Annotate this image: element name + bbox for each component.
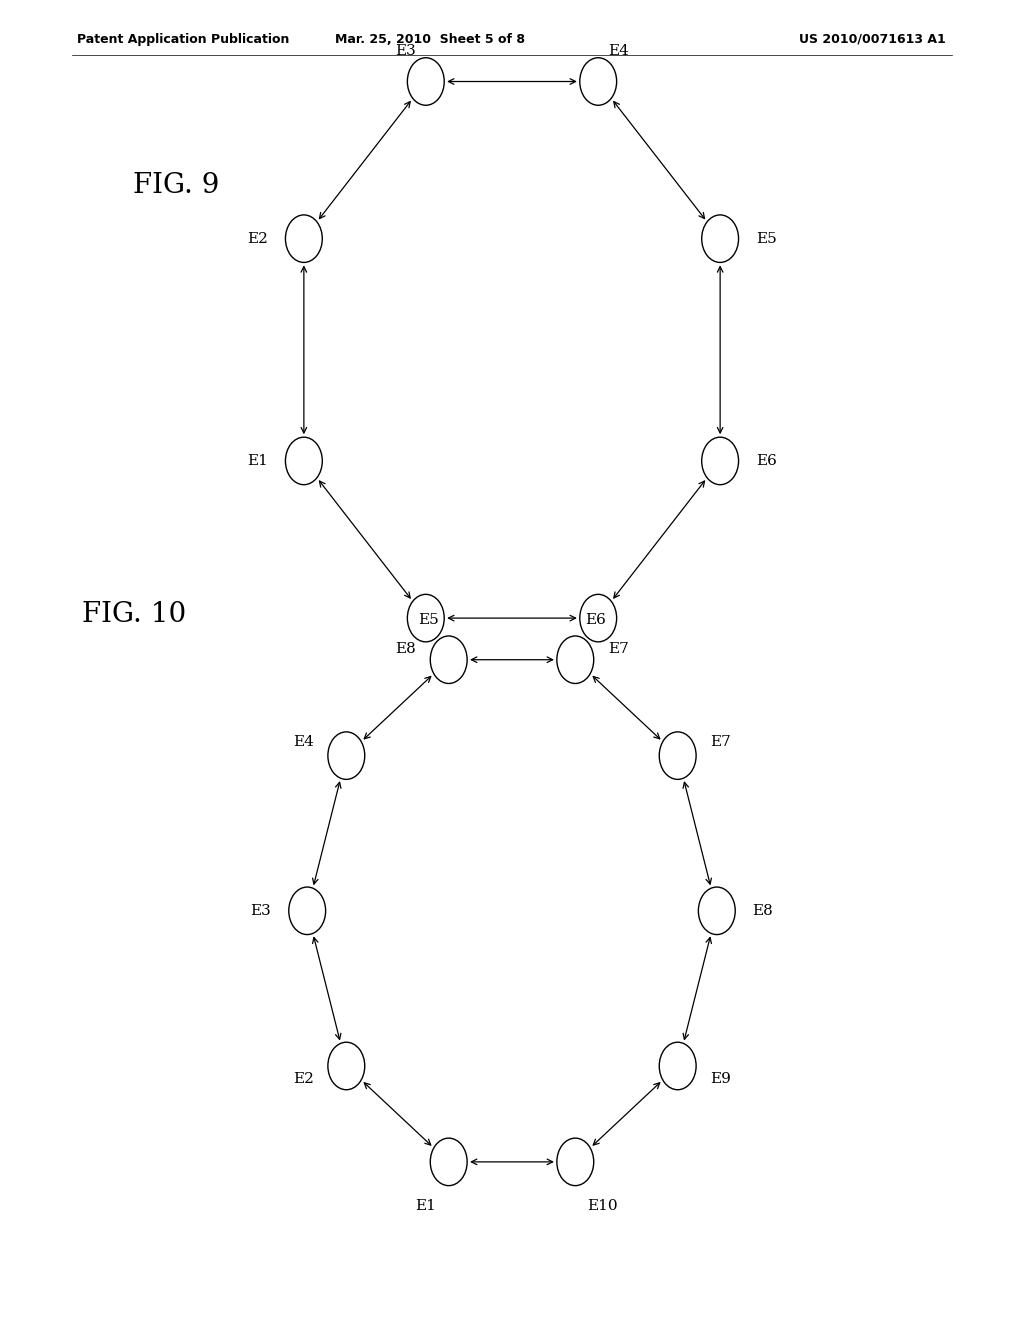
Text: E5: E5 [418, 612, 438, 627]
Circle shape [698, 887, 735, 935]
Text: FIG. 10: FIG. 10 [82, 601, 186, 627]
Text: US 2010/0071613 A1: US 2010/0071613 A1 [799, 33, 945, 46]
Circle shape [430, 636, 467, 684]
Circle shape [328, 1043, 365, 1090]
Text: E6: E6 [756, 454, 777, 467]
Text: E3: E3 [395, 44, 416, 58]
Text: E3: E3 [251, 904, 271, 917]
Circle shape [557, 1138, 594, 1185]
Circle shape [701, 215, 738, 263]
Circle shape [289, 887, 326, 935]
Circle shape [659, 731, 696, 779]
Text: E6: E6 [586, 612, 606, 627]
Text: E7: E7 [608, 642, 629, 656]
Circle shape [580, 594, 616, 642]
Text: E10: E10 [588, 1199, 618, 1213]
Text: E9: E9 [711, 1072, 731, 1086]
Circle shape [701, 437, 738, 484]
Text: E5: E5 [756, 232, 777, 246]
Text: E8: E8 [753, 904, 773, 917]
Text: E4: E4 [293, 735, 313, 750]
Circle shape [328, 731, 365, 779]
Circle shape [408, 594, 444, 642]
Text: E2: E2 [293, 1072, 313, 1086]
Text: FIG. 9: FIG. 9 [133, 172, 219, 198]
Circle shape [557, 636, 594, 684]
Text: E1: E1 [247, 454, 268, 467]
Text: E2: E2 [247, 232, 268, 246]
Text: Mar. 25, 2010  Sheet 5 of 8: Mar. 25, 2010 Sheet 5 of 8 [335, 33, 525, 46]
Text: Patent Application Publication: Patent Application Publication [77, 33, 289, 46]
Circle shape [659, 1043, 696, 1090]
Circle shape [430, 1138, 467, 1185]
Circle shape [580, 58, 616, 106]
Circle shape [286, 437, 323, 484]
Text: E4: E4 [608, 44, 630, 58]
Text: E7: E7 [711, 735, 731, 750]
Circle shape [408, 58, 444, 106]
Text: E1: E1 [416, 1199, 436, 1213]
Text: E8: E8 [395, 642, 416, 656]
Circle shape [286, 215, 323, 263]
